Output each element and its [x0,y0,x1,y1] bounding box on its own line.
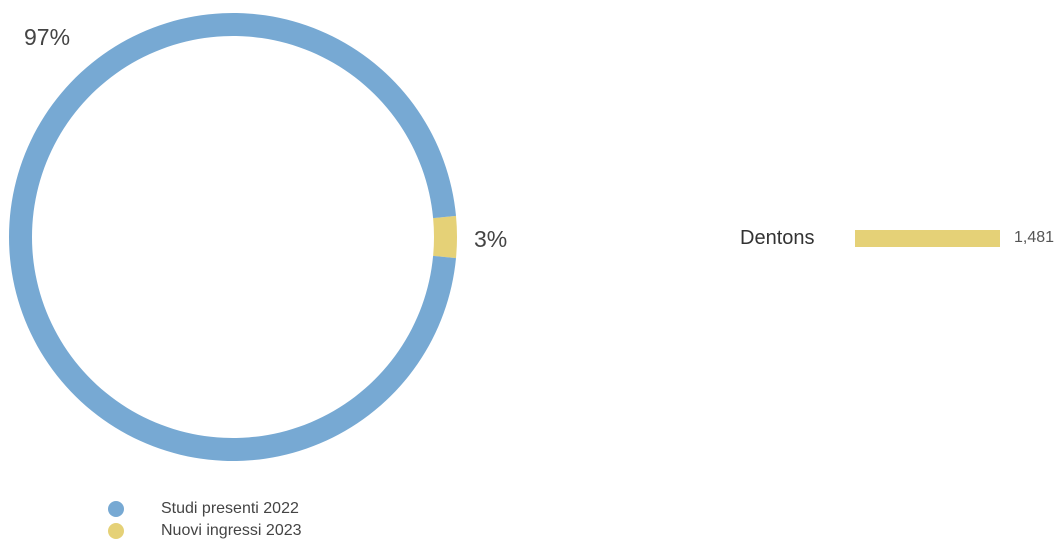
legend-label: Studi presenti 2022 [161,500,299,517]
slice-label-studi-presenti: 97% [24,24,71,50]
donut-slice-studi-presenti [9,13,457,462]
legend-item-nuovi-ingressi: Nuovi ingressi 2023 [108,520,408,542]
donut-slices [9,13,457,462]
legend: Studi presenti 2022 Nuovi ingressi 2023 [108,498,408,542]
legend-dot-icon [108,501,124,517]
legend-item-studi-presenti: Studi presenti 2022 [108,498,408,520]
bar-chart-row: Dentons 1,481 [740,224,1054,252]
bar-category-label: Dentons [740,226,815,249]
slice-label-nuovi-ingressi: 3% [474,226,508,252]
donut-slice-nuovi-ingressi [433,215,457,259]
bar-value-label: 1,481 [1014,229,1055,246]
bar-dentons [855,229,1000,247]
legend-dot-icon [108,523,124,539]
legend-label: Nuovi ingressi 2023 [161,522,302,539]
